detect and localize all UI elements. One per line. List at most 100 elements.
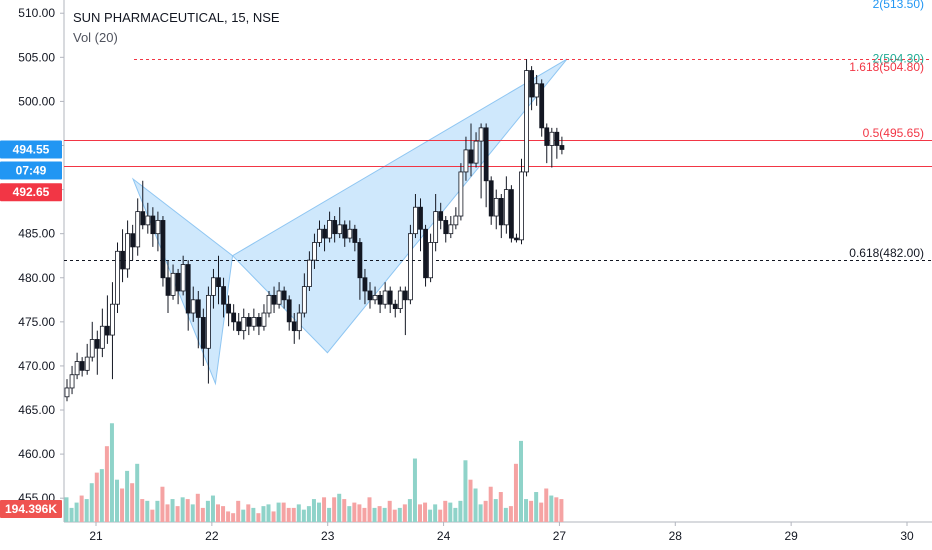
volume-bar — [539, 502, 544, 522]
y-tick-label: 505.00 — [18, 50, 55, 64]
fib-label: 0.618(482.00) — [849, 246, 924, 260]
candle-body — [185, 264, 191, 314]
candle-body — [150, 215, 156, 235]
candle-body — [190, 299, 196, 314]
candle-body — [110, 303, 115, 336]
candle-body — [175, 272, 181, 292]
candle-body — [74, 361, 80, 376]
candle-body — [549, 131, 555, 146]
volume-indicator-label[interactable]: Vol (20) — [73, 30, 118, 45]
volume-bar — [407, 499, 412, 522]
candle-body — [231, 312, 237, 323]
fib-labels: 2(513.50) 2(504.30)1.618(504.80) 0.5(495.6… — [849, 0, 924, 260]
candle-body — [145, 215, 151, 226]
volume-bar — [473, 488, 478, 522]
volume-bar — [317, 502, 321, 522]
candle-body — [428, 242, 434, 279]
volume-bar — [261, 506, 266, 522]
candles — [64, 59, 565, 402]
x-tick-label: 28 — [669, 529, 683, 543]
volume-bar — [367, 497, 372, 522]
volume-bar — [195, 493, 200, 522]
volume-bar — [286, 507, 291, 522]
candle-body — [382, 290, 388, 305]
volume-bar — [210, 495, 215, 522]
candle-body — [221, 286, 226, 305]
volume-bar — [544, 488, 549, 522]
candle-body — [418, 206, 423, 230]
candle-body — [524, 70, 529, 173]
volume-bar — [216, 504, 220, 522]
candle-body — [120, 250, 125, 270]
candle-body — [89, 339, 95, 358]
candle-body — [105, 325, 110, 336]
volume-bar — [246, 504, 251, 522]
candle-body — [498, 197, 504, 226]
candle-body — [362, 277, 368, 292]
volume-bar — [155, 500, 160, 522]
candle-body — [453, 215, 459, 226]
volume-bar — [69, 507, 74, 522]
volume-bar — [120, 488, 125, 522]
tag-text: 194.396K — [5, 502, 57, 516]
volume-bar — [433, 504, 438, 522]
volume-bar — [276, 502, 281, 522]
candle-body — [407, 233, 413, 301]
candle-body — [291, 321, 297, 332]
candle-body — [468, 149, 474, 164]
candle-body — [170, 272, 176, 296]
volume-bar — [534, 492, 539, 522]
volume-bar — [115, 479, 119, 522]
candle-body — [483, 127, 489, 182]
candle-body — [519, 171, 524, 241]
candle-body — [433, 211, 439, 243]
x-axis[interactable]: 21 22 23 24 27 28 29 30 — [89, 522, 914, 543]
candle-body — [488, 180, 494, 217]
tag-background — [0, 140, 62, 159]
candle-body — [478, 127, 484, 142]
y-tick-label: 475.00 — [18, 315, 55, 329]
candle-body — [281, 290, 287, 301]
candle-body — [539, 83, 545, 129]
candle-body — [438, 211, 444, 221]
fib-label: 1.618(504.80) — [849, 60, 924, 74]
volume-bar — [236, 500, 241, 522]
volume-bar — [387, 500, 392, 522]
candle-body — [296, 312, 302, 332]
tag-background — [0, 500, 62, 518]
candle-body — [347, 228, 353, 239]
candle-body — [216, 277, 221, 287]
x-tick-label: 30 — [900, 529, 914, 543]
volume-bar — [418, 504, 422, 522]
candle-body — [286, 299, 292, 323]
volume-bar — [508, 506, 513, 522]
candle-body — [211, 277, 216, 296]
candle-body — [165, 277, 171, 296]
volume-bar — [135, 463, 140, 522]
volume-bar — [342, 499, 347, 522]
x-tick-label: 29 — [784, 529, 798, 543]
candle-body — [160, 220, 166, 279]
symbol-title[interactable]: SUN PHARMACEUTICAL, 15, NSE — [73, 10, 280, 25]
candle-body — [332, 220, 338, 235]
candle-body — [301, 286, 307, 314]
candle-body — [559, 145, 565, 150]
volume-bar — [372, 507, 377, 522]
volume-bar — [438, 509, 443, 522]
candle-body — [312, 242, 317, 261]
volume-bar — [458, 500, 463, 522]
volume-bar — [332, 497, 337, 522]
tag-background — [0, 183, 62, 202]
volume-bar — [322, 497, 327, 522]
candle-body — [367, 290, 373, 301]
volume-bar — [150, 509, 155, 522]
candle-body — [236, 321, 242, 332]
volume-bar — [301, 509, 306, 522]
candle-body — [377, 294, 383, 305]
candle-body — [266, 294, 272, 314]
volume-bar — [327, 507, 332, 522]
volume-bar — [190, 504, 195, 522]
volume-bar — [125, 470, 130, 522]
